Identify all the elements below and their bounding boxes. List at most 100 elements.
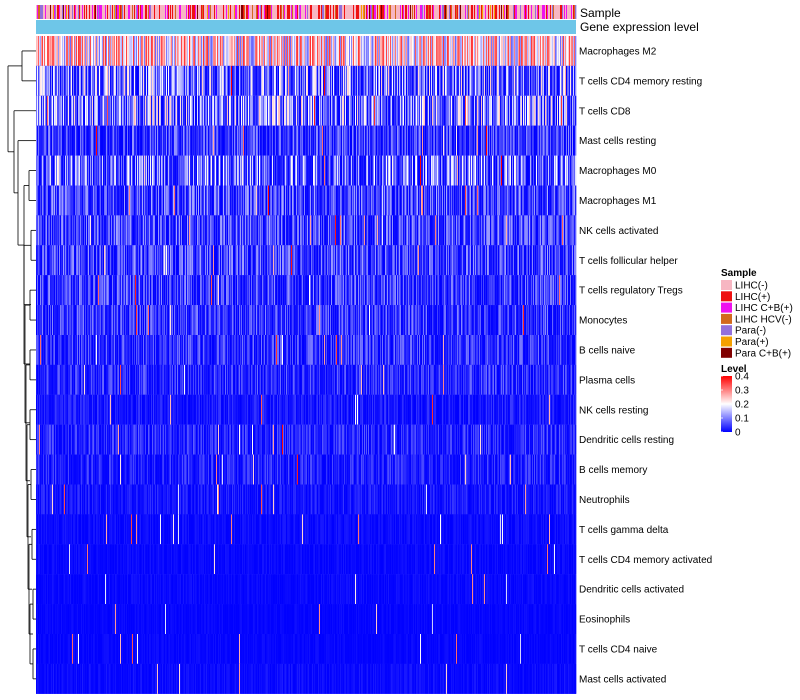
heatmap-cell	[520, 95, 522, 126]
heatmap-cell	[305, 65, 307, 96]
sample-annotation-cell	[293, 5, 295, 19]
heatmap-cell	[115, 65, 117, 96]
heatmap-cell	[107, 95, 109, 126]
sample-annotation-cell	[152, 5, 154, 19]
heatmap-cell	[142, 65, 144, 96]
heatmap-cell	[223, 65, 225, 96]
heatmap-cell	[335, 36, 337, 66]
heatmap-cell	[533, 65, 535, 96]
heatmap-cell	[138, 125, 140, 156]
heatmap-cell	[155, 95, 157, 126]
heatmap-cell	[528, 125, 530, 156]
heatmap-cell	[307, 125, 309, 156]
heatmap-cell	[538, 125, 540, 156]
heatmap-cell	[157, 125, 159, 156]
heatmap-cell	[345, 65, 347, 96]
heatmap-cell	[83, 65, 85, 96]
heatmap-cell	[203, 65, 205, 96]
heatmap-cell	[62, 65, 64, 96]
heatmap-cell	[489, 36, 491, 66]
heatmap-cell	[534, 125, 536, 156]
sample-annotation-cell	[305, 5, 307, 19]
heatmap-cell	[82, 65, 84, 96]
heatmap-cell	[204, 65, 206, 96]
heatmap-cell	[475, 125, 477, 156]
heatmap-cell	[529, 95, 531, 126]
heatmap-cell	[43, 95, 45, 126]
heatmap-cell	[387, 125, 389, 156]
heatmap-cell	[497, 95, 499, 126]
heatmap-cell	[276, 125, 278, 156]
sample-annotation-cell	[406, 5, 408, 19]
sample-annotation-cell	[40, 5, 42, 19]
heatmap-cell	[413, 95, 415, 126]
heatmap-cell	[519, 36, 521, 66]
heatmap-cell	[421, 95, 423, 126]
heatmap-cell	[257, 36, 259, 66]
heatmap-cell	[405, 95, 407, 126]
heatmap-cell	[492, 65, 494, 96]
heatmap-cell	[236, 125, 238, 156]
heatmap-cell	[76, 95, 78, 126]
heatmap-cell	[186, 125, 188, 156]
heatmap-cell	[138, 65, 140, 96]
heatmap-cell	[512, 65, 514, 96]
heatmap-cell	[325, 95, 327, 126]
sample-annotation-cell	[248, 5, 250, 19]
heatmap-cell	[357, 65, 359, 96]
heatmap-cell	[419, 125, 421, 156]
sample-annotation-cell	[385, 5, 387, 19]
heatmap-cell	[301, 95, 303, 126]
heatmap-cell	[139, 36, 141, 66]
heatmap-cell	[318, 36, 320, 66]
heatmap-cell	[380, 95, 382, 126]
sample-annotation-cell	[63, 5, 65, 19]
heatmap-cell	[63, 65, 65, 96]
heatmap-cell	[326, 125, 328, 156]
heatmap-cell	[405, 36, 407, 66]
heatmap-cell	[293, 65, 295, 96]
heatmap-cell	[321, 65, 323, 96]
sample-annotation-cell	[574, 5, 576, 19]
heatmap-cell	[246, 125, 248, 156]
heatmap-cell	[380, 36, 382, 66]
heatmap-cell	[550, 125, 552, 156]
heatmap-cell	[270, 36, 272, 66]
sample-annotation-cell	[435, 5, 437, 19]
heatmap-cell	[419, 65, 421, 96]
heatmap-cell	[68, 65, 70, 96]
sample-annotation-cell	[238, 5, 240, 19]
heatmap-cell	[211, 125, 213, 156]
heatmap-cell	[341, 65, 343, 96]
heatmap-cell	[64, 36, 66, 66]
heatmap-cell	[516, 65, 518, 96]
heatmap-cell	[80, 125, 82, 156]
heatmap-cell	[106, 125, 108, 156]
heatmap-cell	[154, 125, 156, 156]
sample-annotation-cell	[333, 5, 335, 19]
sample-annotation-cell	[457, 5, 459, 19]
heatmap-cell	[336, 95, 338, 126]
heatmap-cell	[43, 125, 45, 156]
sample-annotation-cell	[495, 5, 497, 19]
heatmap-cell	[106, 65, 108, 96]
heatmap-cell	[262, 36, 264, 66]
sample-annotation-cell	[379, 5, 381, 19]
heatmap-cell	[297, 65, 299, 96]
heatmap-cell	[212, 36, 214, 66]
heatmap-cell	[53, 65, 55, 96]
heatmap-cell	[485, 65, 487, 96]
heatmap-cell	[431, 65, 433, 96]
sample-annotation-cell	[543, 5, 545, 19]
heatmap-cell	[330, 65, 332, 96]
heatmap-cell	[117, 95, 119, 126]
sample-annotation-cell	[373, 5, 375, 19]
heatmap-cell	[212, 65, 214, 96]
sample-annotation-cell	[67, 5, 69, 19]
heatmap-cell	[113, 65, 115, 96]
heatmap-cell	[417, 36, 419, 66]
sample-annotation-cell	[303, 5, 305, 19]
sample-annotation-cell	[181, 5, 183, 19]
heatmap-cell	[447, 125, 449, 156]
heatmap-cell	[255, 36, 257, 66]
